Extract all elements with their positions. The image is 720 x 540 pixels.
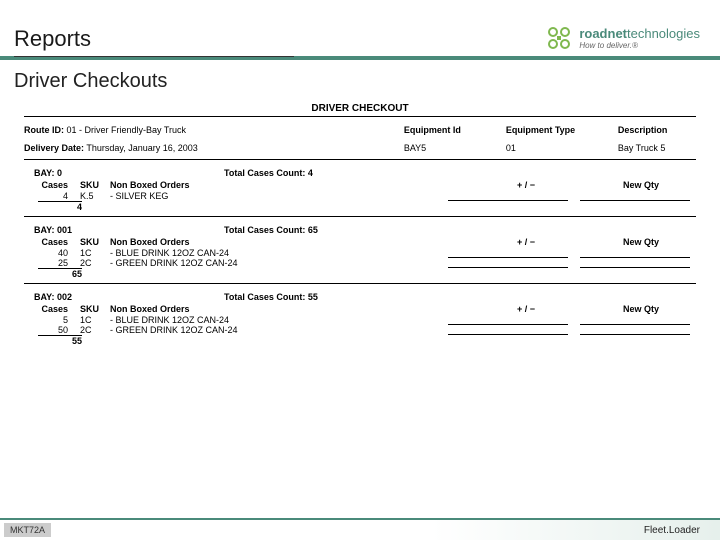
cell-desc: - BLUE DRINK 12OZ CAN-24 (104, 315, 314, 325)
new-qty-field[interactable] (580, 248, 690, 258)
table-row: 4 K.5 - SILVER KEG (24, 191, 696, 201)
col-sku: SKU (68, 180, 104, 190)
cell-cases: 5 (24, 315, 68, 325)
cell-sku: 2C (68, 258, 104, 268)
cell-desc: - SILVER KEG (104, 191, 314, 201)
table-row: 5 1C - BLUE DRINK 12OZ CAN-24 (24, 315, 696, 325)
cell-sku: 2C (68, 325, 104, 335)
route-label: Route ID: (24, 125, 64, 135)
table-row: 50 2C - GREEN DRINK 12OZ CAN-24 (24, 325, 696, 335)
new-qty-field[interactable] (580, 258, 690, 268)
bay-sum-row: 55 (38, 335, 82, 346)
roadnet-icon (545, 24, 573, 52)
bay-sum-row: 65 (38, 268, 82, 279)
bay-sum-row: 4 (38, 201, 82, 212)
page-footer: MKT72A Fleet.Loader (0, 518, 720, 540)
delivery-label: Delivery Date: (24, 143, 84, 153)
equip-id-value: BAY5 (404, 143, 494, 153)
footer-code: MKT72A (4, 523, 51, 537)
plus-minus-field[interactable] (448, 315, 568, 325)
report-head: Route ID: 01 - Driver Friendly-Bay Truck… (24, 121, 696, 160)
route-value: 01 - Driver Friendly-Bay Truck (67, 125, 187, 135)
desc-header: Description (618, 125, 696, 135)
bay-sum: 4 (38, 202, 82, 212)
col-plus-minus: + / − (466, 237, 586, 247)
cell-desc: - GREEN DRINK 12OZ CAN-24 (104, 325, 314, 335)
col-new-qty: New Qty (586, 304, 696, 314)
col-nbo: Non Boxed Orders (104, 304, 314, 314)
bay-total-label: Total Cases Count: 4 (164, 168, 696, 178)
separator (24, 283, 696, 284)
footer-product: Fleet.Loader (644, 525, 700, 536)
table-row: 40 1C - BLUE DRINK 12OZ CAN-24 (24, 248, 696, 258)
plus-minus-field[interactable] (448, 248, 568, 258)
equip-id-header: Equipment Id (404, 125, 494, 135)
new-qty-field[interactable] (580, 191, 690, 201)
bay-name: BAY: 001 (24, 225, 164, 235)
report-body: DRIVER CHECKOUT Route ID: 01 - Driver Fr… (0, 103, 720, 346)
bay-sum: 55 (38, 336, 82, 346)
bay-block: BAY: 0 Total Cases Count: 4 Cases SKU No… (24, 166, 696, 217)
plus-minus-field[interactable] (448, 191, 568, 201)
col-plus-minus: + / − (466, 304, 586, 314)
company-logo: roadnettechnologies How to deliver.® (545, 24, 700, 56)
equip-type-value: 01 (506, 143, 606, 153)
new-qty-field[interactable] (580, 325, 690, 335)
logo-text: roadnettechnologies How to deliver.® (579, 26, 700, 50)
col-cases: Cases (24, 304, 68, 314)
new-qty-field[interactable] (580, 315, 690, 325)
col-sku: SKU (68, 304, 104, 314)
report-title: DRIVER CHECKOUT (24, 103, 696, 117)
logo-tagline: How to deliver.® (579, 42, 700, 50)
cell-desc: - GREEN DRINK 12OZ CAN-24 (104, 258, 314, 268)
logo-division: technologies (627, 26, 700, 41)
cell-desc: - BLUE DRINK 12OZ CAN-24 (104, 248, 314, 258)
bay-block: BAY: 001 Total Cases Count: 65 Cases SKU… (24, 223, 696, 284)
cell-sku: K.5 (68, 191, 104, 201)
page-header: Reports roadnettechnologies How to deliv… (0, 0, 720, 60)
delivery-value: Thursday, January 16, 2003 (86, 143, 197, 153)
cell-cases: 40 (24, 248, 68, 258)
bay-name: BAY: 002 (24, 292, 164, 302)
col-new-qty: New Qty (586, 180, 696, 190)
plus-minus-field[interactable] (448, 258, 568, 268)
bay-total-label: Total Cases Count: 65 (164, 225, 696, 235)
bay-name: BAY: 0 (24, 168, 164, 178)
table-row: 25 2C - GREEN DRINK 12OZ CAN-24 (24, 258, 696, 268)
cell-cases: 25 (24, 258, 68, 268)
col-new-qty: New Qty (586, 237, 696, 247)
bay-block: BAY: 002 Total Cases Count: 55 Cases SKU… (24, 290, 696, 346)
col-plus-minus: + / − (466, 180, 586, 190)
cell-cases: 50 (24, 325, 68, 335)
cell-sku: 1C (68, 315, 104, 325)
page-title: Reports (14, 26, 294, 57)
plus-minus-field[interactable] (448, 325, 568, 335)
section-subtitle: Driver Checkouts (0, 60, 720, 99)
desc-value: Bay Truck 5 (618, 143, 696, 153)
separator (24, 216, 696, 217)
col-nbo: Non Boxed Orders (104, 180, 314, 190)
equip-type-header: Equipment Type (506, 125, 606, 135)
cell-sku: 1C (68, 248, 104, 258)
col-nbo: Non Boxed Orders (104, 237, 314, 247)
col-cases: Cases (24, 180, 68, 190)
logo-company: roadnet (579, 26, 627, 41)
bay-sum: 65 (38, 269, 82, 279)
bay-total-label: Total Cases Count: 55 (164, 292, 696, 302)
col-cases: Cases (24, 237, 68, 247)
cell-cases: 4 (24, 191, 68, 201)
col-sku: SKU (68, 237, 104, 247)
